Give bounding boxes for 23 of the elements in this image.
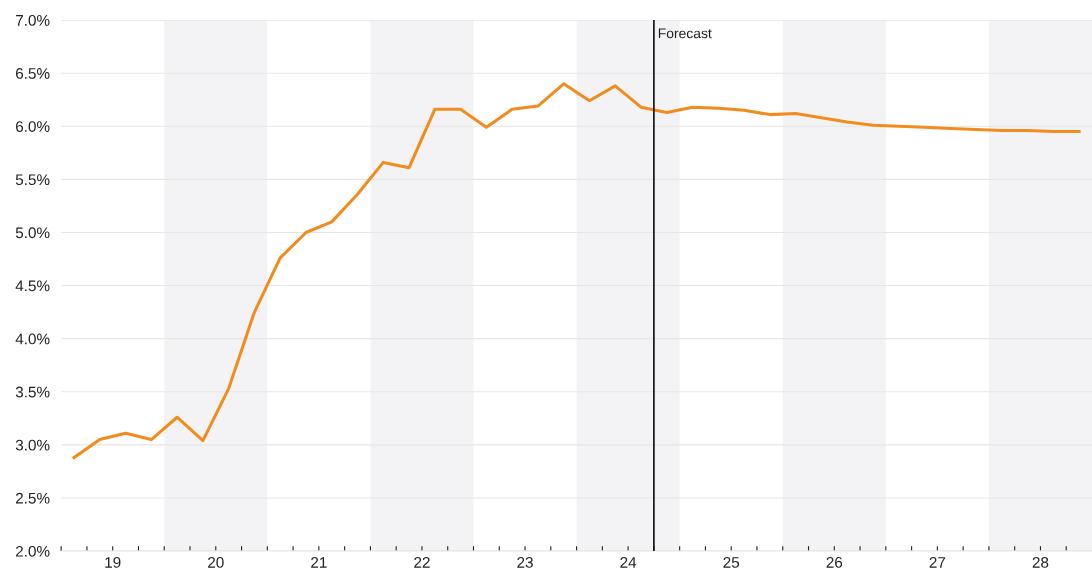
x-tick-label: 23	[517, 557, 533, 568]
y-tick-label: 2.5%	[15, 492, 50, 504]
y-tick-label: 4.0%	[15, 333, 50, 345]
ref-line-label: Forecast	[658, 28, 712, 39]
y-tick-label: 5.5%	[15, 174, 50, 186]
y-tick-label: 4.5%	[15, 280, 50, 292]
y-tick-label: 3.5%	[15, 386, 50, 398]
x-tick-label: 21	[311, 557, 327, 568]
y-tick-label: 6.0%	[16, 121, 50, 132]
y-tick-label: 6.5%	[16, 68, 50, 79]
x-tick-label: 22	[414, 557, 430, 568]
line-series	[72, 82, 1081, 460]
x-tick-label: 26	[826, 557, 843, 568]
x-tick-label: 24	[620, 557, 637, 568]
y-tick-label: 3.0%	[15, 439, 50, 451]
x-tick-label: 19	[105, 557, 121, 568]
x-tick-label: 25	[723, 557, 740, 568]
x-tick-label: 28	[1032, 557, 1049, 568]
y-tick-label: 5.0%	[15, 227, 50, 239]
y-tick-label: 2.0%	[15, 545, 50, 557]
x-tick-label: 20	[208, 557, 224, 568]
x-tick-label: 27	[929, 557, 946, 568]
y-tick-label: 7.0%	[16, 14, 50, 26]
